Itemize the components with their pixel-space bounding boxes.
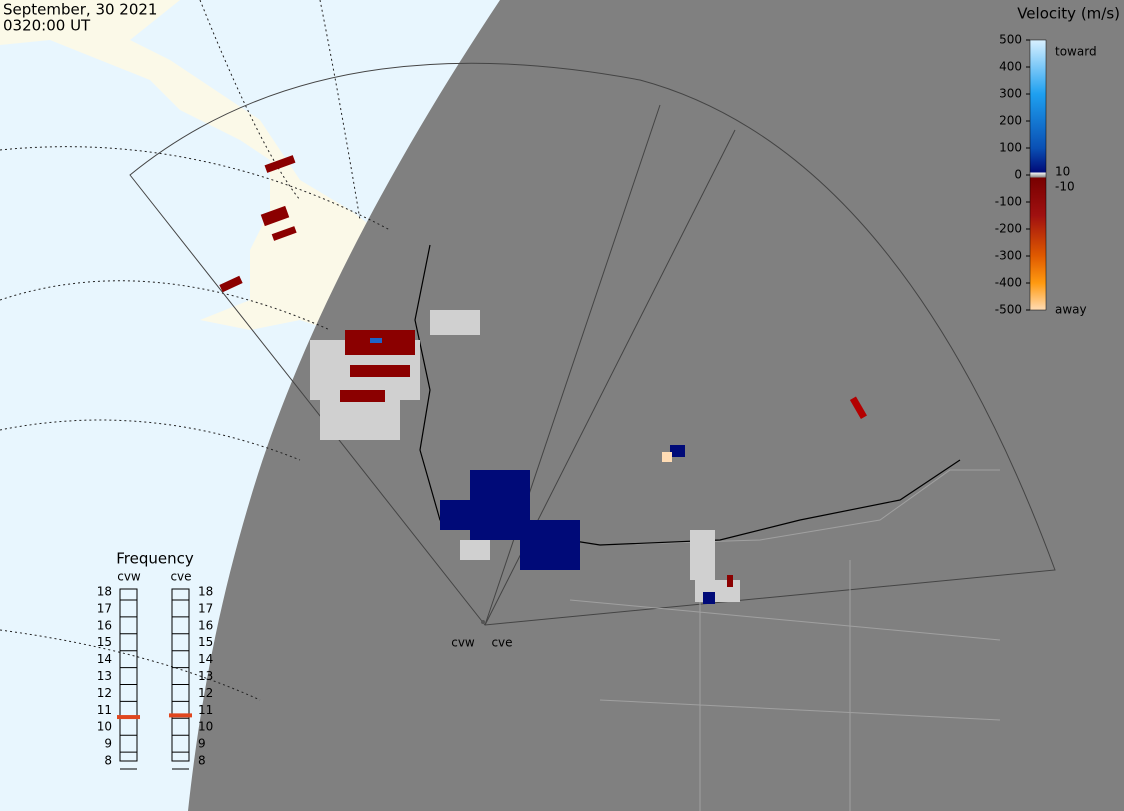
date: September, 30 2021 bbox=[3, 1, 157, 19]
frequency-tick-label: 14 bbox=[198, 652, 213, 666]
velocity-tick-label: -100 bbox=[995, 195, 1022, 209]
radar-label: cve bbox=[491, 636, 512, 650]
time: 0320:00 UT bbox=[3, 17, 91, 35]
radar-label: cvw bbox=[451, 636, 475, 650]
frequency-box bbox=[119, 588, 138, 762]
velocity-tick-label: 100 bbox=[999, 141, 1022, 155]
velocity-tick-label: -300 bbox=[995, 249, 1022, 263]
velocity-tick-label: 200 bbox=[999, 114, 1022, 128]
frequency-tick-label: 12 bbox=[97, 686, 112, 700]
frequency-tick-label: 15 bbox=[198, 635, 213, 649]
velocity-tick-label: 300 bbox=[999, 87, 1022, 101]
frequency-tick-label: 9 bbox=[198, 737, 206, 751]
away-label: away bbox=[1055, 303, 1087, 317]
radar-name: cve bbox=[170, 570, 191, 584]
velocity-inner-label: 10 bbox=[1055, 165, 1070, 179]
frequency-tick-label: 14 bbox=[97, 652, 112, 666]
velocity-tick-label: 400 bbox=[999, 60, 1022, 74]
frequency-tick-label: 17 bbox=[97, 601, 112, 615]
frequency-tick-label: 18 bbox=[97, 585, 112, 599]
velocity-inner-label: -10 bbox=[1055, 180, 1075, 194]
velocity-title: Velocity (m/s) bbox=[1017, 5, 1120, 23]
velocity-tick-label: -500 bbox=[995, 303, 1022, 317]
frequency-tick-label: 8 bbox=[104, 754, 112, 768]
frequency-tick-label: 13 bbox=[198, 669, 213, 683]
frequency-tick-label: 18 bbox=[198, 585, 213, 599]
frequency-tick-label: 10 bbox=[198, 720, 213, 734]
toward-label: toward bbox=[1055, 45, 1097, 59]
velocity-tick-label: 0 bbox=[1014, 168, 1022, 182]
velocity-tick-label: -200 bbox=[995, 222, 1022, 236]
frequency-tick-label: 16 bbox=[198, 618, 213, 632]
land bbox=[0, 0, 410, 330]
frequency-tick-label: 9 bbox=[104, 737, 112, 751]
frequency-box bbox=[171, 588, 190, 762]
frequency-tick-label: 11 bbox=[97, 703, 112, 717]
frequency-tick-label: 10 bbox=[97, 720, 112, 734]
frequency-tick-label: 17 bbox=[198, 601, 213, 615]
scatter-cells bbox=[219, 155, 867, 604]
frequency-tick-label: 8 bbox=[198, 754, 206, 768]
frequency-tick-label: 12 bbox=[198, 686, 213, 700]
grid-lines bbox=[0, 0, 391, 701]
frequency-tick-label: 16 bbox=[97, 618, 112, 632]
frequency-marker bbox=[169, 713, 192, 718]
frequency-tick-label: 11 bbox=[198, 703, 213, 717]
radar-site bbox=[481, 620, 485, 624]
velocity-tick-label: -400 bbox=[995, 276, 1022, 290]
frequency-title: Frequency bbox=[116, 550, 194, 568]
frequency-tick-label: 13 bbox=[97, 669, 112, 683]
radar-name: cvw bbox=[117, 570, 141, 584]
frequency-tick-label: 15 bbox=[97, 635, 112, 649]
color-bar bbox=[1029, 39, 1047, 311]
night-region bbox=[188, 0, 1124, 811]
frequency-marker bbox=[117, 715, 140, 720]
velocity-tick-label: 500 bbox=[999, 33, 1022, 47]
